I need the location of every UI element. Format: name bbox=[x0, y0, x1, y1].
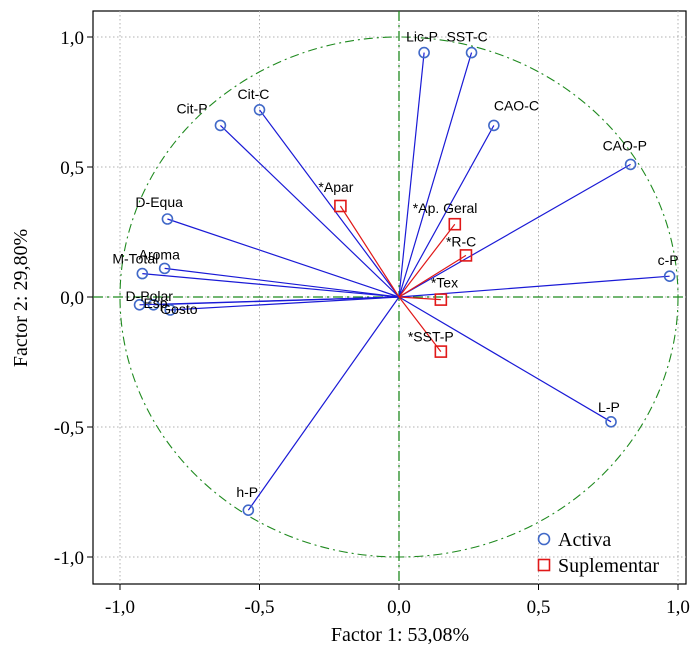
x-tick-label: -0,5 bbox=[244, 597, 274, 618]
marker-caoc bbox=[488, 119, 500, 132]
marker-licp bbox=[418, 46, 430, 59]
marker-lp bbox=[605, 415, 617, 428]
marker-mtotal bbox=[136, 267, 149, 280]
marker-sstp bbox=[434, 345, 448, 358]
vector-sstc bbox=[398, 52, 473, 298]
legend-label-activa: Activa bbox=[558, 529, 611, 551]
vector-citp bbox=[220, 124, 400, 298]
point-label-citp: Cit-P bbox=[176, 100, 207, 116]
point-label-citc: Cit-C bbox=[238, 86, 270, 102]
marker-rc bbox=[459, 249, 473, 262]
vector-aroma bbox=[164, 267, 400, 298]
vectors bbox=[139, 52, 670, 511]
point-label-licp: Lic-P bbox=[406, 29, 438, 45]
marker-hp bbox=[242, 504, 255, 517]
vector-mtotal bbox=[142, 273, 400, 298]
vector-gosto bbox=[170, 296, 400, 311]
marker-sstc bbox=[465, 46, 478, 59]
vector-rc bbox=[398, 254, 467, 298]
y-axis-title: Factor 2: 29,80% bbox=[10, 229, 32, 367]
point-label-lp: L-P bbox=[598, 399, 620, 415]
x-axis-title: Factor 1: 53,08% bbox=[331, 624, 469, 646]
point-label-caoc: CAO-C bbox=[494, 97, 539, 113]
marker-dpolar bbox=[133, 298, 146, 311]
point-label-apgeral: *Ap. Geral bbox=[413, 200, 478, 216]
marker-apgeral bbox=[448, 217, 462, 231]
vector-tex bbox=[398, 296, 441, 301]
axis-ticks: -1,0 -0,5 0,0 0,5 1,0 -1,0 -0,5 0,0 0,5 1,0 bbox=[54, 28, 690, 618]
x-tick-label: 0,0 bbox=[387, 597, 411, 618]
point-label-hp: h-P bbox=[236, 484, 258, 500]
x-tick-label: -1,0 bbox=[105, 597, 135, 618]
marker-esp bbox=[147, 298, 160, 311]
y-tick-label: 1,0 bbox=[60, 28, 84, 49]
vector-esp bbox=[153, 296, 400, 306]
markers bbox=[133, 46, 676, 517]
point-label-gosto: Gosto bbox=[160, 301, 198, 317]
vector-licp bbox=[398, 52, 425, 298]
point-labels: Lic-P SST-C CAO-C Cit-C Cit-P CAO-P D-Equa Arom… bbox=[112, 29, 678, 501]
point-label-aroma: Aroma bbox=[139, 246, 180, 262]
vector-dequa bbox=[167, 218, 400, 298]
vector-apar bbox=[339, 205, 400, 298]
vector-caop bbox=[398, 163, 631, 298]
y-tick-label: -1,0 bbox=[54, 548, 84, 569]
vector-sstp bbox=[398, 296, 442, 352]
vector-lp bbox=[398, 296, 612, 423]
point-label-cp: c-P bbox=[658, 252, 679, 268]
point-label-dequa: D-Equa bbox=[135, 194, 183, 210]
x-tick-label: 0,5 bbox=[527, 597, 551, 618]
vector-hp bbox=[247, 296, 400, 511]
marker-citc bbox=[253, 104, 266, 116]
legend-marker-activa bbox=[537, 532, 551, 546]
vector-caoc bbox=[398, 125, 495, 298]
point-label-tex: *Tex bbox=[431, 275, 458, 291]
marker-dequa bbox=[161, 213, 174, 225]
point-label-rc: *R-C bbox=[446, 233, 476, 249]
point-label-esp: Esp bbox=[143, 295, 167, 311]
point-label-sstc: SST-C bbox=[447, 29, 488, 45]
point-label-caop: CAO-P bbox=[603, 137, 647, 153]
vector-apgeral bbox=[398, 223, 456, 298]
marker-apar bbox=[334, 199, 347, 213]
marker-cp bbox=[663, 270, 676, 283]
marker-tex bbox=[434, 293, 448, 306]
legend-label-suplementar: Suplementar bbox=[558, 555, 659, 577]
legend: Activa Suplementar bbox=[537, 529, 659, 577]
marker-citp bbox=[214, 119, 227, 132]
y-tick-label: -0,5 bbox=[54, 418, 84, 439]
marker-gosto bbox=[164, 304, 177, 316]
vector-citc bbox=[259, 109, 400, 298]
point-label-sstp: *SST-P bbox=[408, 329, 454, 345]
point-label-apar: *Apar bbox=[318, 179, 353, 195]
y-tick-label: 0,5 bbox=[60, 158, 84, 179]
y-tick-label: 0,0 bbox=[60, 288, 84, 309]
point-label-mtotal: M-Total bbox=[112, 251, 158, 267]
marker-caop bbox=[624, 158, 637, 171]
x-tick-label: 1,0 bbox=[666, 597, 690, 618]
point-label-dpolar: D-Polar bbox=[126, 288, 174, 304]
legend-marker-suplementar bbox=[537, 558, 551, 572]
marker-aroma bbox=[158, 262, 171, 275]
